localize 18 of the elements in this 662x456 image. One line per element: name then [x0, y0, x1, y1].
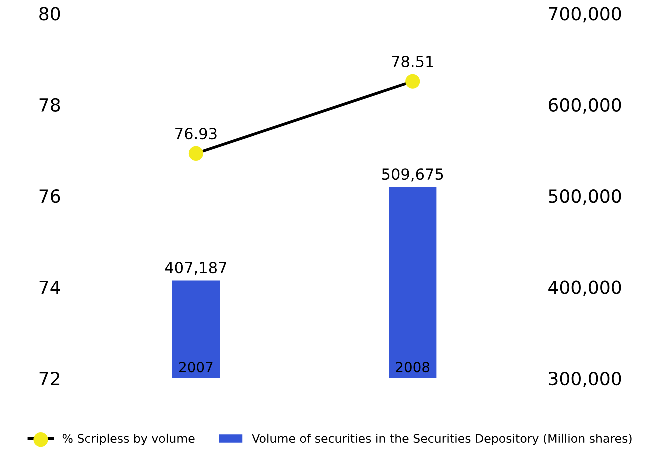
- y-tick-label: 74: [40, 280, 60, 294]
- x-tick-label: 2008: [396, 362, 430, 373]
- y2-tick-label: 500,000: [549, 190, 622, 206]
- y-tick-label: 80: [40, 7, 60, 21]
- legend-label: % Scripless by volume: [62, 434, 195, 446]
- y2-tick-label: 700,000: [549, 7, 622, 23]
- x-tick-label: 2007: [180, 362, 213, 373]
- y2-tick-label: 400,000: [548, 280, 622, 296]
- data-label: 76.93: [176, 128, 217, 140]
- data-label: 407,187: [165, 262, 226, 276]
- legend-label: Volume of securities in the Securities Depository (Million shares): [252, 434, 632, 446]
- y2-tick-label: 300,000: [549, 372, 622, 388]
- y2-tick-label: 600,000: [548, 98, 622, 114]
- data-label: 509,675: [382, 168, 444, 182]
- y-tick-label: 76: [40, 190, 60, 204]
- data-label: 78.51: [392, 56, 434, 68]
- y-tick-label: 72: [40, 372, 60, 386]
- y-tick-label: 78: [40, 98, 60, 112]
